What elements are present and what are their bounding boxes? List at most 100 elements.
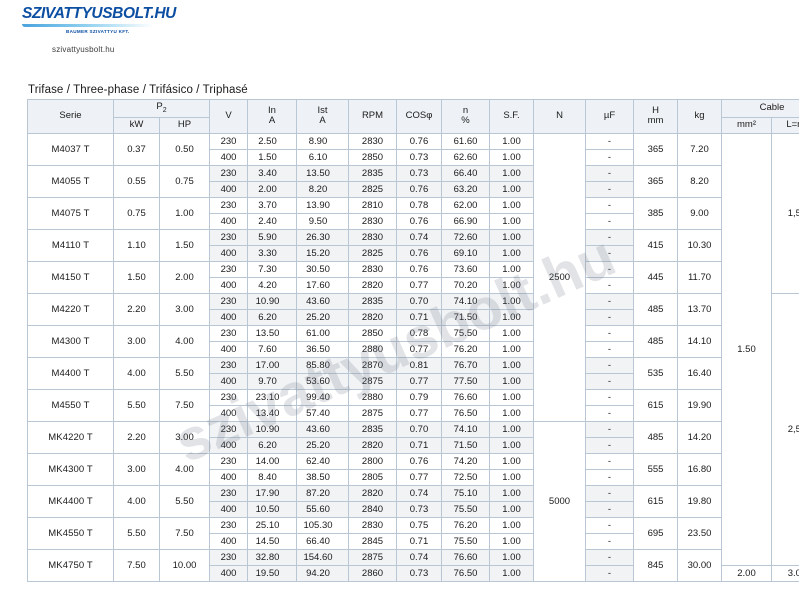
efficiency-label: n [462, 104, 469, 116]
cell-kw: 3.00 [113, 452, 160, 486]
cell-in: 23.10 [247, 388, 297, 406]
cell-cosphi: 0.74 [396, 484, 442, 502]
cell-voltage: 230 [209, 388, 248, 406]
cell-in: 13.50 [247, 324, 297, 342]
cell-weight: 13.70 [677, 292, 722, 326]
table-row: 400 10.50 55.60 2840 0.73 75.50 1.00 - [28, 500, 799, 518]
cell-cosphi: 0.77 [396, 404, 442, 422]
cell-serie: M4055 T [27, 164, 114, 198]
cell-rpm: 2830 [348, 132, 397, 150]
cell-rpm: 2840 [348, 500, 397, 518]
cell-height: 365 [633, 132, 678, 166]
cell-hp: 0.50 [159, 132, 210, 166]
cell-sf: 1.00 [489, 148, 534, 166]
logo-wordmark: SZIVATTYUSBOLT.HU [22, 5, 176, 22]
table-row: 400 1.50 6.10 2850 0.73 62.60 1.00 - [28, 148, 799, 166]
cell-in: 32.80 [247, 548, 297, 566]
cell-sf: 1.00 [489, 180, 534, 198]
col-header-cosphi: COSφ [396, 99, 442, 134]
cell-ist: 55.60 [296, 500, 349, 518]
cell-serie: MK4400 T [27, 484, 114, 518]
table-row: M4400 T 4.00 5.50 230 17.00 85.80 2870 0.81 76.7… [27, 356, 799, 390]
p2-subscript: 2 [162, 106, 167, 114]
cell-height: 385 [633, 196, 678, 230]
cell-efficiency: 75.10 [441, 484, 490, 502]
cell-cable-length: 1,50 [770, 132, 799, 294]
cell-efficiency: 74.10 [441, 420, 490, 438]
cell-kw: 0.55 [113, 164, 160, 198]
p2-label: P [156, 101, 163, 112]
cell-voltage: 230 [209, 516, 248, 534]
cell-rpm: 2875 [348, 372, 397, 390]
efficiency-unit: % [461, 115, 470, 127]
cell-sf: 1.00 [489, 308, 534, 326]
cell-in: 10.50 [247, 500, 297, 518]
cell-cable-length: 3.00 [770, 564, 799, 582]
cell-sf: 1.00 [489, 244, 534, 262]
cell-in: 2.40 [247, 212, 297, 230]
cell-serie: M4075 T [27, 196, 114, 230]
cell-capacitance: - [585, 276, 634, 294]
cell-capacitance: - [585, 196, 634, 214]
logo-subtitle: BAUMER SZIVATTYU KFT. [66, 28, 130, 34]
cell-cosphi: 0.74 [396, 228, 442, 246]
cell-in: 3.70 [247, 196, 297, 214]
cell-voltage: 400 [209, 244, 248, 262]
table-row: 400 2.40 9.50 2830 0.76 66.90 1.00 - [28, 212, 799, 230]
cell-sf: 1.00 [489, 276, 534, 294]
cell-capacitance: - [585, 340, 634, 358]
cell-in: 5.90 [247, 228, 297, 246]
col-header-hp: HP [159, 116, 210, 134]
cell-capacitance: - [585, 484, 634, 502]
cell-cable-mm2: 1.50 [721, 132, 772, 566]
spec-table-container: Serie P2 V In A Ist A RPM COSφ n% S.F. N µ… [27, 99, 799, 582]
cell-kw: 2.20 [113, 292, 160, 326]
cell-cosphi: 0.76 [396, 132, 442, 150]
cell-ist: 53.60 [296, 372, 349, 390]
cell-cosphi: 0.70 [396, 420, 442, 438]
col-header-efficiency: n% [441, 99, 490, 134]
col-header-rpm: RPM [348, 99, 397, 134]
height-unit: mm [647, 115, 664, 127]
cell-in: 2.50 [247, 132, 297, 150]
cell-rpm: 2875 [348, 404, 397, 422]
logo-url: szivattyusbolt.hu [52, 44, 115, 54]
cell-capacitance: - [585, 356, 634, 374]
cell-voltage: 400 [209, 148, 248, 166]
cell-height: 535 [633, 356, 678, 390]
cell-ist: 6.10 [296, 148, 349, 166]
cell-rpm: 2820 [348, 436, 397, 454]
cell-capacitance: - [585, 164, 634, 182]
cell-efficiency: 62.00 [441, 196, 490, 214]
cell-voltage: 230 [209, 324, 248, 342]
cell-cosphi: 0.75 [396, 516, 442, 534]
cell-capacitance: - [585, 532, 634, 550]
cell-cosphi: 0.71 [396, 532, 442, 550]
cell-efficiency: 75.50 [441, 324, 490, 342]
cell-height: 365 [633, 164, 678, 198]
cell-cosphi: 0.77 [396, 372, 442, 390]
cell-hp: 4.00 [159, 324, 210, 358]
cell-in: 1.50 [247, 148, 297, 166]
cell-cosphi: 0.73 [396, 564, 442, 582]
cell-newton: 5000 [533, 420, 586, 582]
cell-ist: 38.50 [296, 468, 349, 486]
cell-voltage: 400 [209, 276, 248, 294]
cell-ist: 99.40 [296, 388, 349, 406]
cell-weight: 19.80 [677, 484, 722, 518]
header-row-2: kW HP mm² L=mt [28, 116, 799, 134]
cell-hp: 10.00 [159, 548, 210, 582]
cell-in: 14.50 [247, 532, 297, 550]
cell-ist: 36.50 [296, 340, 349, 358]
cell-voltage: 230 [209, 548, 248, 566]
cell-efficiency: 75.50 [441, 500, 490, 518]
cell-cosphi: 0.71 [396, 308, 442, 326]
cell-hp: 7.50 [159, 388, 210, 422]
cell-capacitance: - [585, 132, 634, 150]
col-header-cable-length: L=mt [770, 116, 799, 134]
cell-in: 10.90 [247, 420, 297, 438]
cell-serie: M4550 T [27, 388, 114, 422]
cell-cosphi: 0.76 [396, 212, 442, 230]
cell-weight: 10.30 [677, 228, 722, 262]
